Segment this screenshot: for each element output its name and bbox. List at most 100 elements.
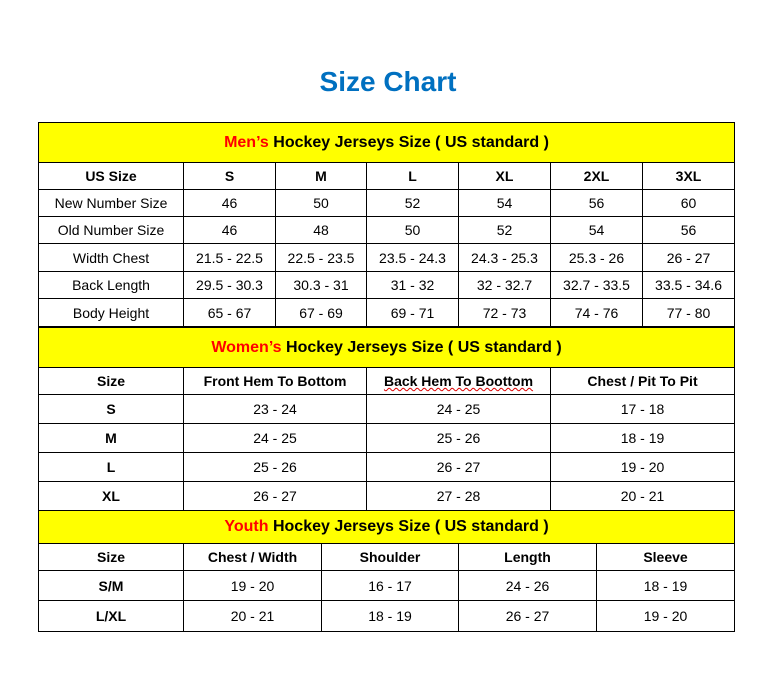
table-cell: 52 — [366, 189, 459, 217]
column-header: S — [183, 162, 276, 190]
mens-size-table: Men’s Hockey Jerseys Size ( US standard … — [37, 122, 736, 327]
column-header: 2XL — [550, 162, 643, 190]
table-cell: 26 - 27 — [641, 243, 736, 272]
table-cell: 32.7 - 33.5 — [550, 271, 643, 299]
table-cell: 33.5 - 34.6 — [641, 271, 736, 299]
column-header: Size — [38, 367, 184, 395]
table-row: S 23 - 24 24 - 25 17 - 18 — [38, 394, 736, 424]
column-header-label: XL — [495, 168, 514, 184]
column-header-label: Chest / Width — [207, 549, 298, 565]
men-banner: Men’s Hockey Jerseys Size ( US standard … — [37, 122, 736, 163]
column-header-label: M — [315, 168, 327, 184]
table-cell: 25 - 26 — [366, 423, 551, 453]
column-header-label: Back Hem To Boottom — [383, 373, 534, 389]
women-banner-highlight: Women’s — [211, 338, 282, 356]
table-row: M 24 - 25 25 - 26 18 - 19 — [38, 423, 736, 453]
row-label: Body Height — [38, 298, 184, 327]
table-cell: 56 — [550, 189, 643, 217]
table-cell: 23 - 24 — [183, 394, 367, 424]
column-header-label: US Size — [85, 168, 137, 184]
table-cell: 26 - 27 — [366, 452, 551, 482]
table-cell: 22.5 - 23.5 — [275, 243, 367, 272]
table-cell: 21.5 - 22.5 — [183, 243, 276, 272]
table-cell: 17 - 18 — [549, 394, 736, 424]
table-cell: 24 - 25 — [366, 394, 551, 424]
row-label: S — [38, 394, 184, 424]
table-cell: 46 — [183, 189, 276, 217]
table-row: Old Number Size 46 48 50 52 54 56 — [38, 216, 736, 244]
column-header: US Size — [38, 162, 184, 190]
column-header: Back Hem To Boottom — [366, 367, 551, 395]
table-row: New Number Size 46 50 52 54 56 60 — [38, 189, 736, 217]
column-header: Front Hem To Bottom — [183, 367, 367, 395]
table-row: L 25 - 26 26 - 27 19 - 20 — [38, 452, 736, 482]
table-cell: 30.3 - 31 — [275, 271, 367, 299]
table-cell: 77 - 80 — [641, 298, 736, 327]
table-row: L/XL 20 - 21 18 - 19 26 - 27 19 - 20 — [38, 600, 736, 632]
womens-size-table: Women’s Hockey Jerseys Size ( US standar… — [37, 327, 736, 511]
table-row: Body Height 65 - 67 67 - 69 69 - 71 72 - 73 7… — [38, 298, 736, 327]
table-cell: 24 - 25 — [183, 423, 367, 453]
column-header: L — [366, 162, 459, 190]
column-header: Size — [38, 543, 184, 571]
table-cell: 18 - 19 — [595, 570, 736, 601]
column-header-label: Front Hem To Bottom — [203, 373, 347, 389]
men-banner-text: Hockey Jerseys Size ( US standard ) — [268, 133, 549, 151]
table-cell: 50 — [366, 216, 459, 244]
header-row: Size Front Hem To Bottom Back Hem To Boott… — [38, 367, 736, 395]
column-header: 3XL — [641, 162, 736, 190]
table-cell: 67 - 69 — [275, 298, 367, 327]
youth-banner-highlight: Youth — [224, 518, 269, 535]
table-cell: 23.5 - 24.3 — [366, 243, 459, 272]
table-cell: 60 — [641, 189, 736, 217]
column-header: Chest / Pit To Pit — [549, 367, 736, 395]
row-label: M — [38, 423, 184, 453]
table-cell: 32 - 32.7 — [458, 271, 551, 299]
table-cell: 20 - 21 — [183, 600, 322, 632]
youth-size-table: Youth Hockey Jerseys Size ( US standard … — [37, 510, 736, 632]
header-row: US Size S M L XL 2XL 3XL — [38, 162, 736, 190]
column-header: Sleeve — [595, 543, 736, 571]
table-cell: 26 - 27 — [183, 481, 367, 511]
row-label: L/XL — [38, 600, 184, 632]
column-header-label: Shoulder — [359, 549, 421, 565]
column-header-label: S — [224, 168, 235, 184]
table-cell: 50 — [275, 189, 367, 217]
table-cell: 20 - 21 — [549, 481, 736, 511]
table-cell: 18 - 19 — [321, 600, 459, 632]
table-cell: 24 - 26 — [458, 570, 597, 601]
column-header-label: 2XL — [583, 168, 610, 184]
column-header-label: Chest / Pit To Pit — [587, 373, 698, 389]
column-header: Chest / Width — [183, 543, 322, 571]
table-cell: 72 - 73 — [458, 298, 551, 327]
column-header-label: Sleeve — [643, 549, 688, 565]
row-label: Old Number Size — [38, 216, 184, 244]
column-header: M — [275, 162, 367, 190]
youth-banner: Youth Hockey Jerseys Size ( US standard … — [37, 510, 736, 544]
table-cell: 69 - 71 — [366, 298, 459, 327]
page-title: Size Chart — [319, 66, 457, 97]
table-cell: 65 - 67 — [183, 298, 276, 327]
women-banner: Women’s Hockey Jerseys Size ( US standar… — [37, 327, 736, 368]
table-cell: 54 — [458, 189, 551, 217]
column-header-label: Size — [96, 373, 125, 389]
table-cell: 74 - 76 — [550, 298, 643, 327]
row-label: Width Chest — [38, 243, 184, 272]
table-cell: 25.3 - 26 — [550, 243, 643, 272]
table-cell: 56 — [641, 216, 736, 244]
column-header: Length — [458, 543, 597, 571]
table-cell: 52 — [458, 216, 551, 244]
column-header: Shoulder — [321, 543, 459, 571]
table-cell: 48 — [275, 216, 367, 244]
table-cell: 18 - 19 — [549, 423, 736, 453]
column-header: XL — [458, 162, 551, 190]
table-cell: 46 — [183, 216, 276, 244]
column-header-label: 3XL — [675, 168, 702, 184]
table-cell: 19 - 20 — [595, 600, 736, 632]
women-banner-text: Hockey Jerseys Size ( US standard ) — [281, 338, 562, 356]
table-cell: 25 - 26 — [183, 452, 367, 482]
table-row: Width Chest 21.5 - 22.5 22.5 - 23.5 23.5 - … — [38, 243, 736, 272]
table-row: Back Length 29.5 - 30.3 30.3 - 31 31 - 32 32… — [38, 271, 736, 299]
table-cell: 27 - 28 — [366, 481, 551, 511]
table-cell: 26 - 27 — [458, 600, 597, 632]
